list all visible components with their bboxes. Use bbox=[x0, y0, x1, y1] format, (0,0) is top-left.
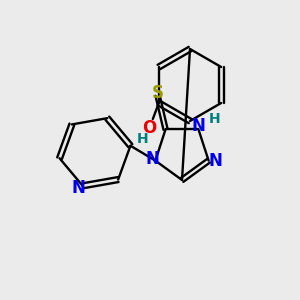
Text: O: O bbox=[142, 119, 156, 137]
Text: H: H bbox=[208, 112, 220, 126]
Text: N: N bbox=[191, 117, 206, 135]
Text: N: N bbox=[72, 179, 86, 197]
Text: H: H bbox=[137, 132, 148, 146]
Text: S: S bbox=[152, 84, 164, 102]
Text: N: N bbox=[209, 152, 223, 170]
Text: N: N bbox=[146, 150, 159, 168]
